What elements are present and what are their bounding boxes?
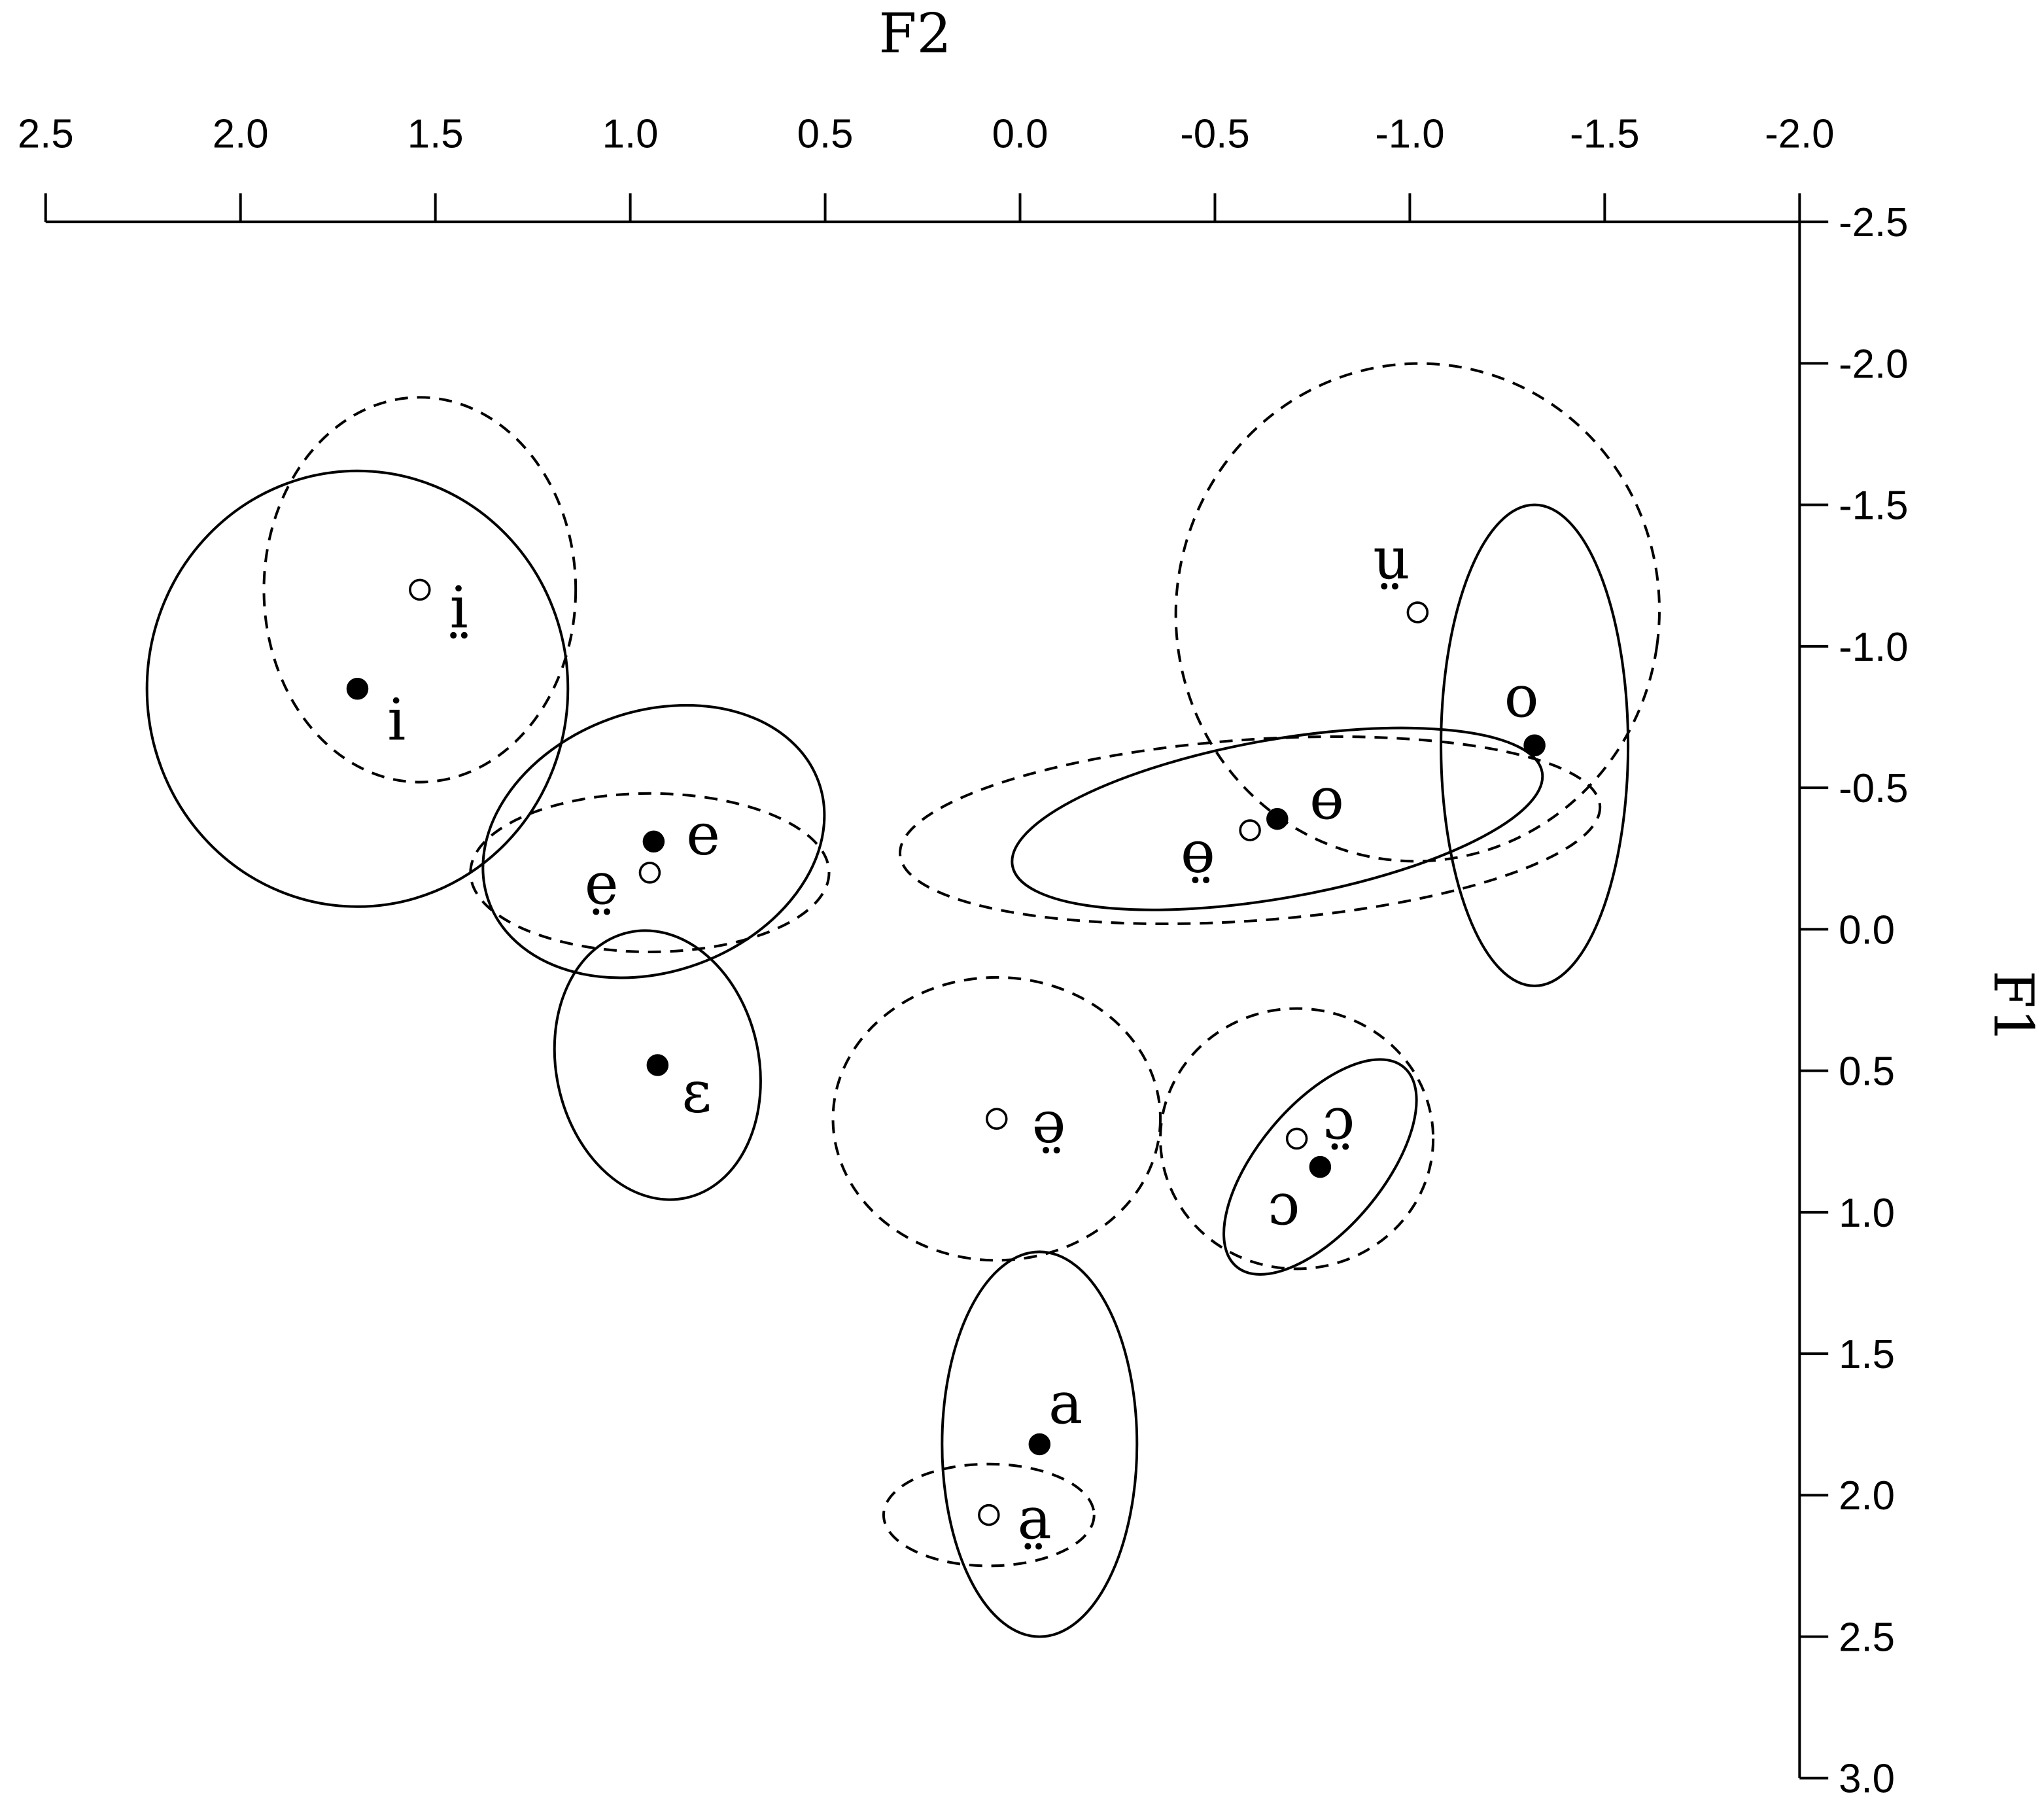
y-tick-label: -1.0 <box>1839 625 1908 670</box>
vowel-label: a <box>1048 1371 1083 1437</box>
axes-layer: 2.5 2.0 1.5 1.0 0.5 0.0 -0.5 -1.0 -1.5 -2.0-2.5-2… <box>18 112 1909 1802</box>
point-filled <box>1309 1155 1332 1178</box>
y-tick-label: 1.0 <box>1839 1191 1895 1236</box>
point-filled <box>642 830 665 853</box>
vowel-label: e <box>686 801 720 868</box>
ellipse-dashed <box>262 396 578 784</box>
point-filled <box>346 678 369 700</box>
vowel-label: a̤ <box>1017 1485 1051 1552</box>
ellipse-solid <box>1011 726 1544 911</box>
x-tick-label: 2.5 <box>18 112 74 157</box>
x-tick-label: 0.5 <box>797 112 854 157</box>
vowel-label: ṳ <box>1373 525 1410 592</box>
y-tick-label: -2.0 <box>1839 342 1908 387</box>
y-tick-label: 3.0 <box>1839 1757 1895 1802</box>
ellipse-dashed <box>469 792 831 953</box>
x-tick-label: 1.0 <box>602 112 659 157</box>
x-tick-label: 1.5 <box>407 112 464 157</box>
vowel-label: e̤ <box>585 851 619 918</box>
ellipse-solid <box>1222 1058 1418 1276</box>
point-open <box>409 578 431 601</box>
y-tick-label: 2.5 <box>1839 1615 1895 1660</box>
y-tick-label: -2.5 <box>1839 200 1908 245</box>
point-open <box>1285 1127 1308 1150</box>
ellipse-solid <box>1440 503 1630 987</box>
vowel-label: ɵ <box>1309 766 1344 833</box>
y-tick-label: -0.5 <box>1839 766 1908 811</box>
y-tick-label: 1.5 <box>1839 1332 1895 1377</box>
point-filled <box>646 1054 669 1076</box>
y-tick-label: 0.0 <box>1839 907 1895 953</box>
y-tick-label: 2.0 <box>1839 1473 1895 1519</box>
ellipse-dashed <box>1174 362 1661 863</box>
x-tick-label: -2.0 <box>1765 112 1834 157</box>
vowel-label: ə̤ <box>1032 1089 1066 1156</box>
x-tick-label: -0.5 <box>1180 112 1249 157</box>
ellipses-layer <box>145 362 1661 1638</box>
point-filled <box>1523 734 1546 756</box>
ellipse-solid <box>553 929 762 1201</box>
vowel-label: ɔ̤ <box>1323 1085 1355 1152</box>
vowel-label: ɔ <box>1268 1171 1300 1238</box>
vowel-label: i̤ <box>450 574 468 641</box>
point-open <box>978 1503 1000 1526</box>
ellipse-dashed <box>1159 1007 1435 1271</box>
x-tick-label: 0.0 <box>992 112 1048 157</box>
x-tick-label: -1.5 <box>1570 112 1639 157</box>
ellipse-dashed <box>899 735 1602 926</box>
ellipse-solid <box>145 469 570 908</box>
point-open <box>1406 601 1429 623</box>
point-open <box>1239 819 1261 841</box>
vowel-label: o <box>1504 663 1539 730</box>
point-open <box>638 862 661 884</box>
x-tick-label: -1.0 <box>1375 112 1444 157</box>
point-open <box>986 1108 1008 1130</box>
point-filled <box>1266 807 1289 830</box>
point-filled <box>1028 1433 1051 1456</box>
ellipse-dashed <box>831 975 1162 1262</box>
ellipse-solid <box>481 704 826 979</box>
y-tick-label: -1.5 <box>1839 483 1908 529</box>
vowel-label: i <box>387 686 406 753</box>
vowel-label: ɵ̤ <box>1181 819 1215 886</box>
ellipse-solid <box>941 1250 1139 1638</box>
x-tick-label: 2.0 <box>213 112 269 157</box>
y-axis-title: F1 <box>1981 970 2044 1043</box>
x-axis-title: F2 <box>878 1 951 65</box>
points-layer: i i̤ e e̤ ɛ ə̤ a a̤ ɔ ɔ̤ ɵ ɵ̤ o ṳ <box>346 525 1546 1552</box>
y-tick-label: 0.5 <box>1839 1049 1895 1095</box>
vowel-label: ɛ <box>682 1059 711 1126</box>
